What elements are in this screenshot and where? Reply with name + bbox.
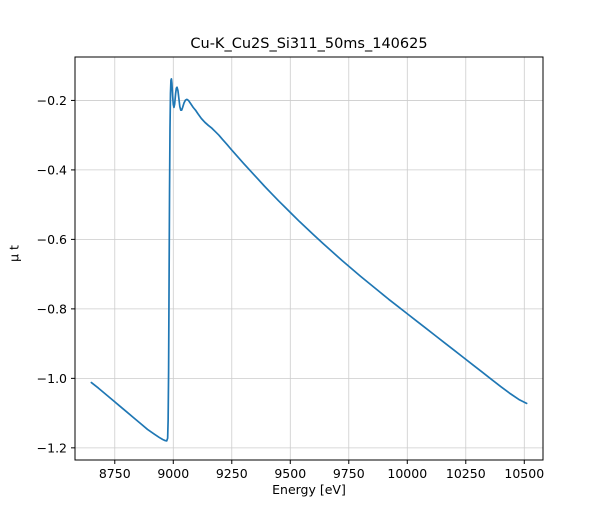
svg-text:−0.8: −0.8 [37,301,67,316]
svg-text:9000: 9000 [157,466,189,481]
svg-text:10000: 10000 [387,466,427,481]
svg-text:−0.2: −0.2 [37,93,67,108]
chart-title: Cu-K_Cu2S_Si311_50ms_140625 [190,36,428,52]
svg-text:9750: 9750 [333,466,365,481]
x-axis-label: Energy [eV] [272,482,346,497]
svg-text:10500: 10500 [504,466,544,481]
svg-text:10250: 10250 [446,466,486,481]
svg-text:8750: 8750 [99,466,131,481]
svg-text:−1.2: −1.2 [37,440,67,455]
svg-text:−1.0: −1.0 [37,371,67,386]
svg-text:9250: 9250 [216,466,248,481]
svg-text:9500: 9500 [274,466,306,481]
svg-text:−0.6: −0.6 [37,232,67,247]
svg-text:−0.4: −0.4 [37,162,67,177]
